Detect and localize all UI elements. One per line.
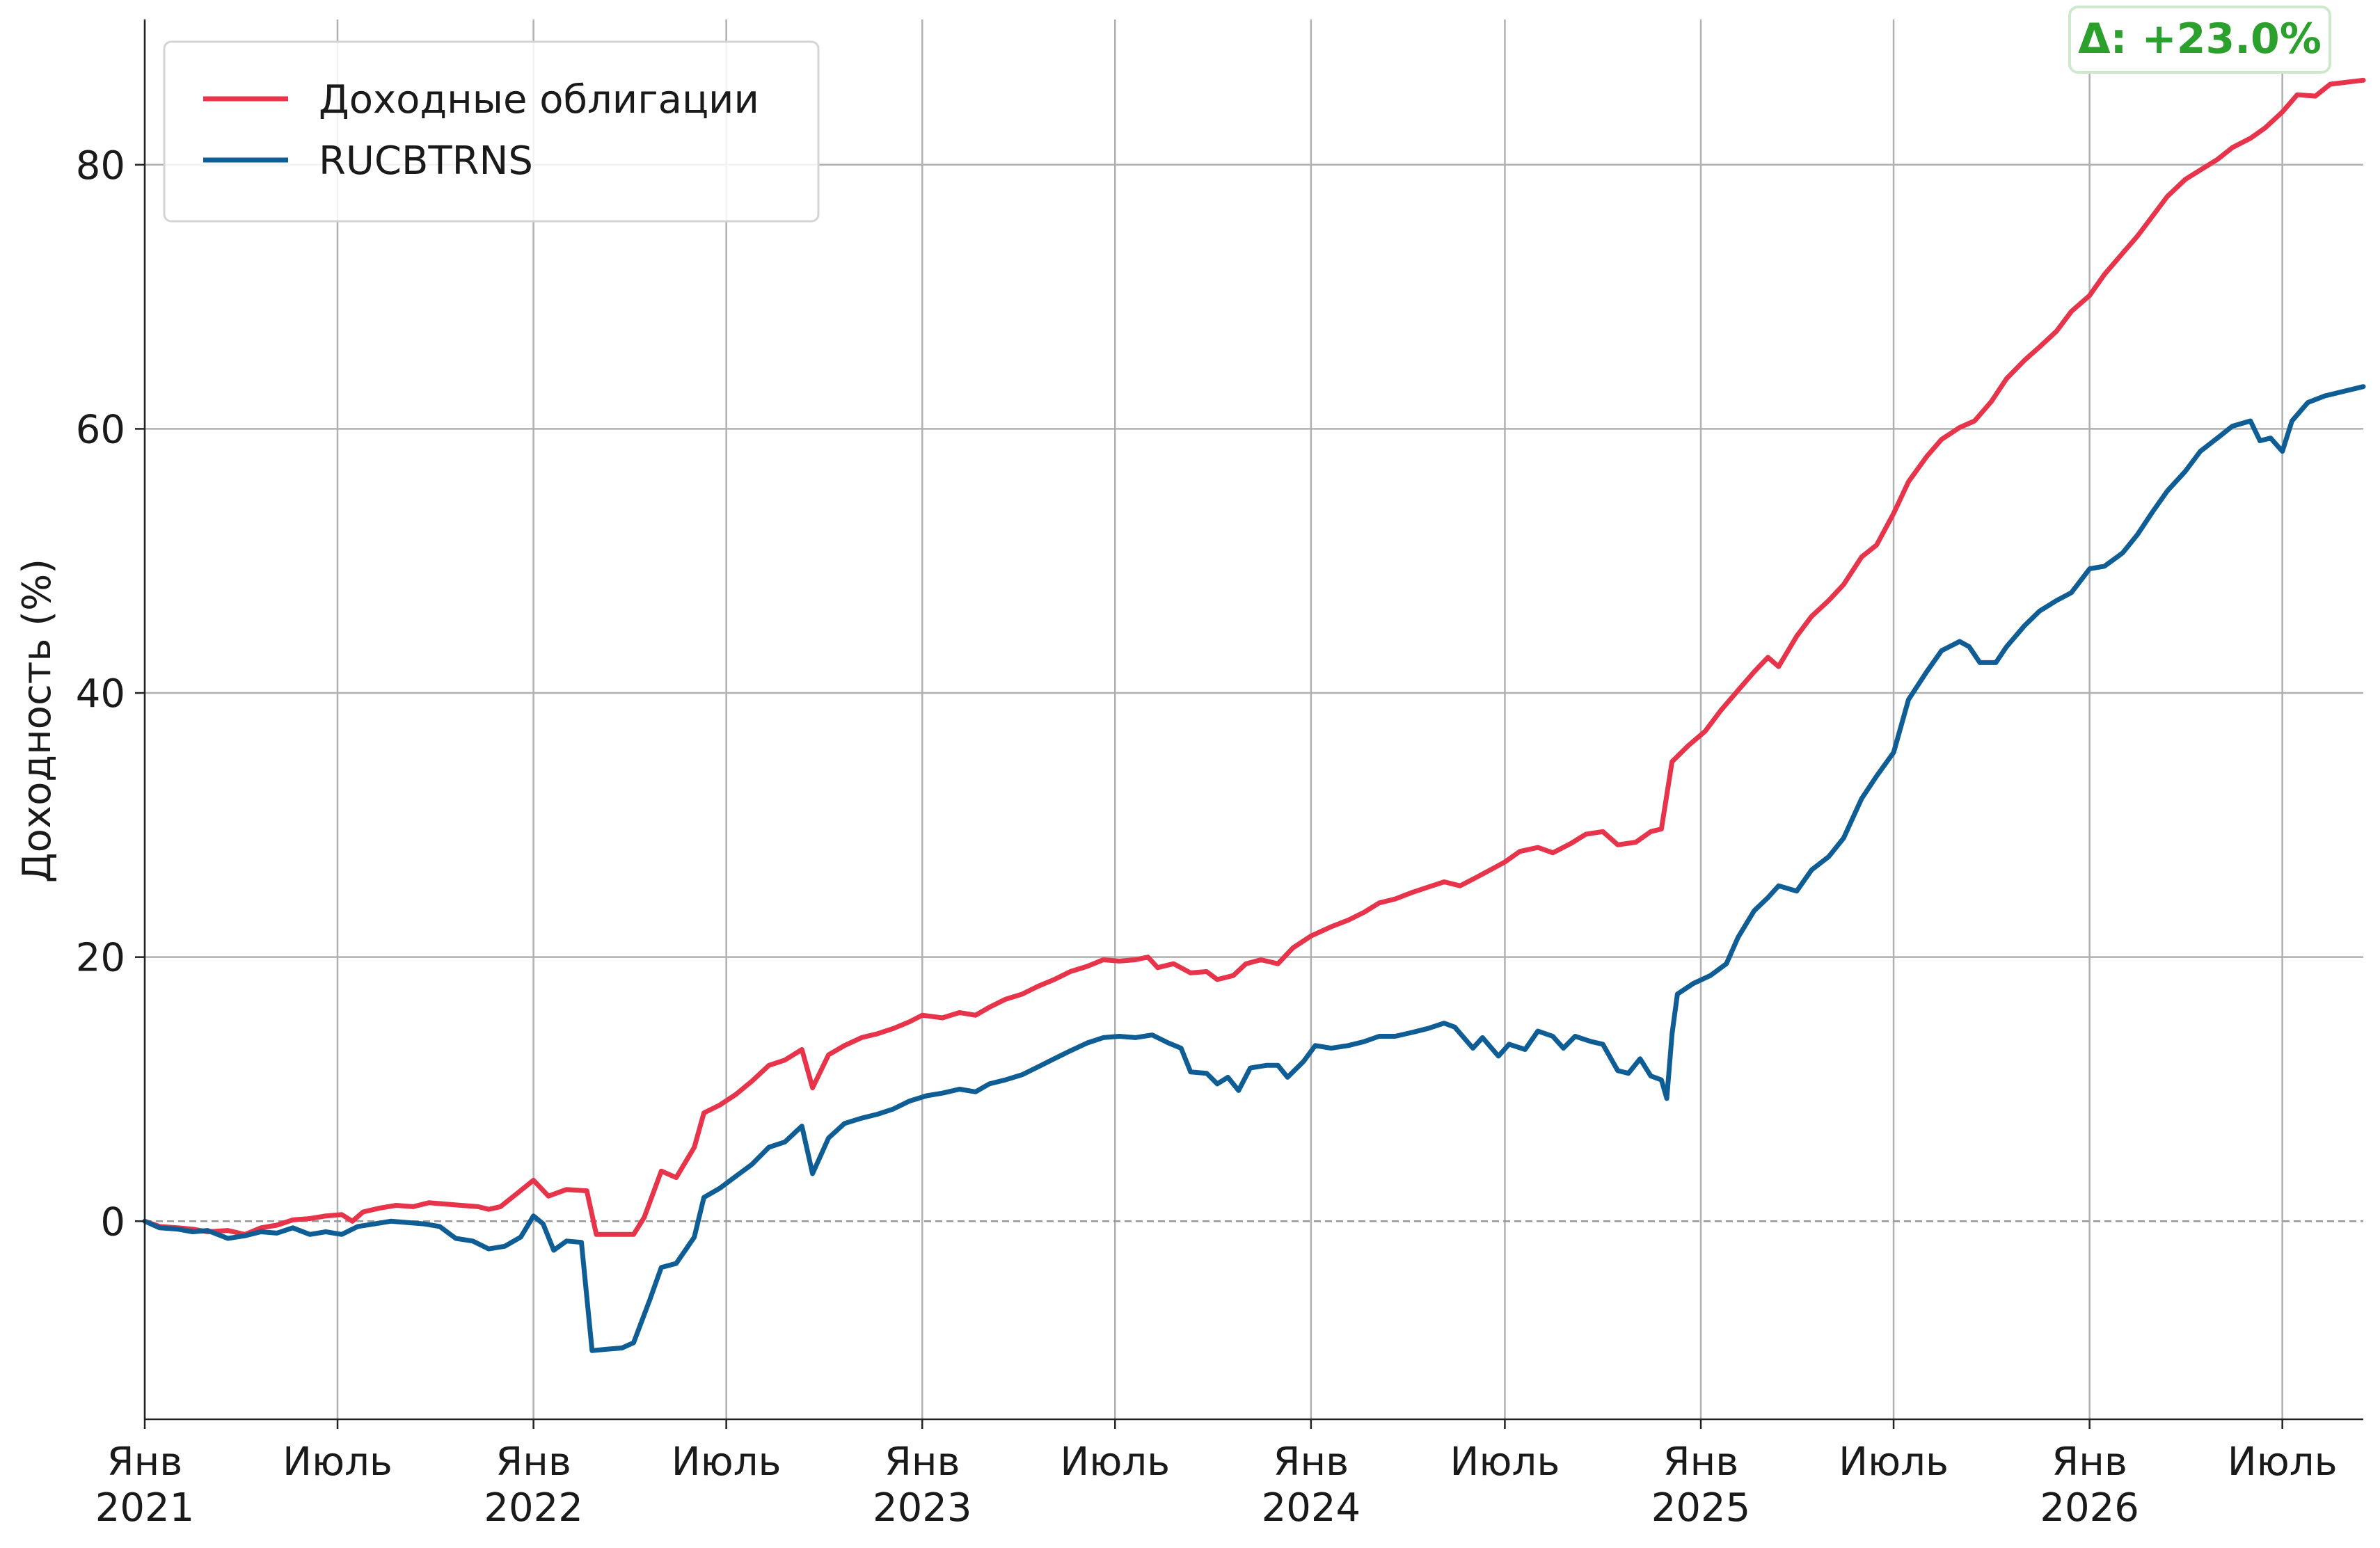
x-tick-label-year: 2025	[1651, 1485, 1751, 1531]
x-tick-label: Июль	[2228, 1439, 2338, 1485]
x-tick-label: Янв	[1663, 1439, 1739, 1485]
series-line-0	[142, 77, 2366, 1237]
series-line-1	[142, 384, 2366, 1353]
delta-annotation: Δ: +23.0%	[2068, 6, 2331, 74]
legend-box	[163, 40, 820, 223]
y-tick-label: 40	[76, 671, 125, 717]
grid	[143, 19, 2363, 1419]
y-tick-label: 60	[76, 407, 125, 452]
y-tick-label: 20	[76, 936, 125, 981]
delta-text: Δ: +23.0%	[2078, 15, 2322, 63]
x-tick-label-year: 2023	[873, 1485, 972, 1531]
x-tick-label: Янв	[495, 1439, 571, 1485]
x-tick-label-year: 2026	[2040, 1485, 2139, 1531]
y-tick-label: 80	[76, 143, 125, 189]
x-tick-label: Июль	[283, 1439, 392, 1485]
legend-label-1: RUCBTRNS	[319, 138, 533, 184]
x-tick-label: Янв	[2052, 1439, 2127, 1485]
x-tick-label: Июль	[672, 1439, 782, 1485]
delta-box	[2068, 6, 2331, 74]
x-tick-label: Июль	[1060, 1439, 1170, 1485]
x-tick-label: Янв	[107, 1439, 183, 1485]
x-tick-label: Янв	[884, 1439, 960, 1485]
x-tick-label: Июль	[1450, 1439, 1560, 1485]
x-tick-label-year: 2024	[1262, 1485, 1361, 1531]
x-tick-label: Июль	[1839, 1439, 1949, 1485]
x-tick-label-year: 2022	[484, 1485, 583, 1531]
series-layer	[142, 77, 2366, 1353]
legend-label-0: Доходные облигации	[319, 77, 759, 122]
y-axis-title: Доходность (%)	[15, 559, 60, 883]
x-tick-label: Янв	[1274, 1439, 1349, 1485]
legend: Доходные облигации RUCBTRNS	[163, 40, 820, 223]
x-tick-label-year: 2021	[95, 1485, 195, 1531]
y-tick-label: 0	[100, 1199, 125, 1245]
